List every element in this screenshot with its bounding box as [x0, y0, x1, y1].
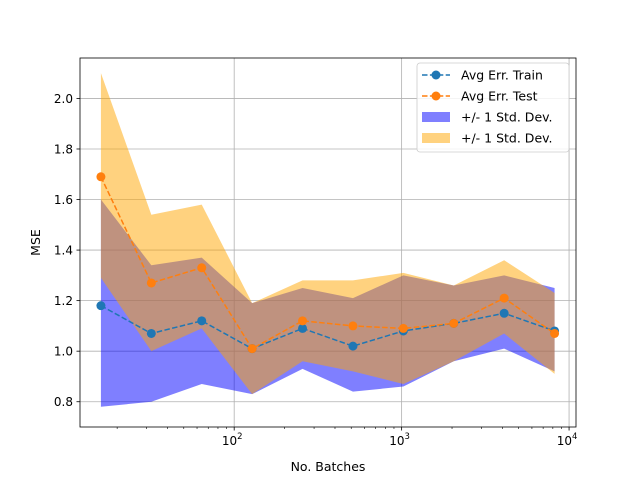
avg-err-test-point	[247, 344, 257, 354]
avg-err-train-point	[96, 301, 106, 311]
avg-err-test-point	[146, 278, 156, 288]
avg-err-test-point	[449, 318, 459, 328]
legend-marker	[431, 70, 441, 80]
avg-err-test-point	[96, 172, 106, 182]
x-tick-label: 103	[389, 432, 410, 448]
avg-err-train-point	[146, 328, 156, 338]
legend-box	[416, 62, 570, 153]
x-axis-label: No. Batches	[291, 459, 366, 474]
x-tick-label: 104	[557, 432, 578, 448]
avg-err-test-point	[550, 328, 560, 338]
legend-band-swatch	[422, 133, 450, 143]
avg-err-train-point	[197, 316, 207, 326]
legend-entry-label: +/- 1 Std. Dev.	[461, 110, 553, 125]
legend-entry-label: Avg Err. Test	[461, 89, 538, 104]
avg-err-test-point	[348, 321, 358, 331]
avg-err-test-point	[499, 293, 509, 303]
y-tick-label: 1.2	[54, 294, 73, 308]
avg-err-train-line	[100, 305, 555, 350]
y-tick-label: 1.8	[54, 142, 73, 156]
avg-err-test-point	[398, 323, 408, 333]
y-tick-label: 1.0	[54, 345, 73, 359]
series-lines	[96, 172, 560, 354]
plot-frame	[79, 57, 577, 428]
legend-band-swatch	[422, 112, 450, 122]
avg-err-train-point	[348, 341, 358, 351]
y-tick-label: 1.4	[54, 244, 73, 258]
avg-err-train-point	[499, 308, 509, 318]
legend-entry-label: +/- 1 Std. Dev.	[461, 131, 553, 146]
y-axis-label: MSE	[28, 229, 43, 256]
y-tick-label: 0.8	[54, 395, 73, 409]
x-tick-label: 102	[222, 432, 243, 448]
avg-err-test-line	[100, 176, 556, 350]
avg-err-test-point	[197, 263, 207, 273]
y-tick-label: 1.6	[54, 193, 73, 207]
std-dev-bands	[100, 73, 555, 407]
legend-marker	[431, 91, 441, 101]
ticks: 102 103 104 0.8 1.0 1.2 1.4 1.6 1.8 2.0	[54, 92, 578, 448]
avg-err-train-point	[298, 323, 308, 333]
legend: Avg Err. Train Avg Err. Test +/- 1 Std. De…	[416, 62, 570, 153]
avg-err-test-point	[298, 316, 308, 326]
std-dev-band-2	[100, 73, 555, 395]
axes	[79, 57, 577, 428]
y-tick-label: 2.0	[54, 92, 73, 106]
legend-entry-label: Avg Err. Train	[461, 68, 543, 83]
